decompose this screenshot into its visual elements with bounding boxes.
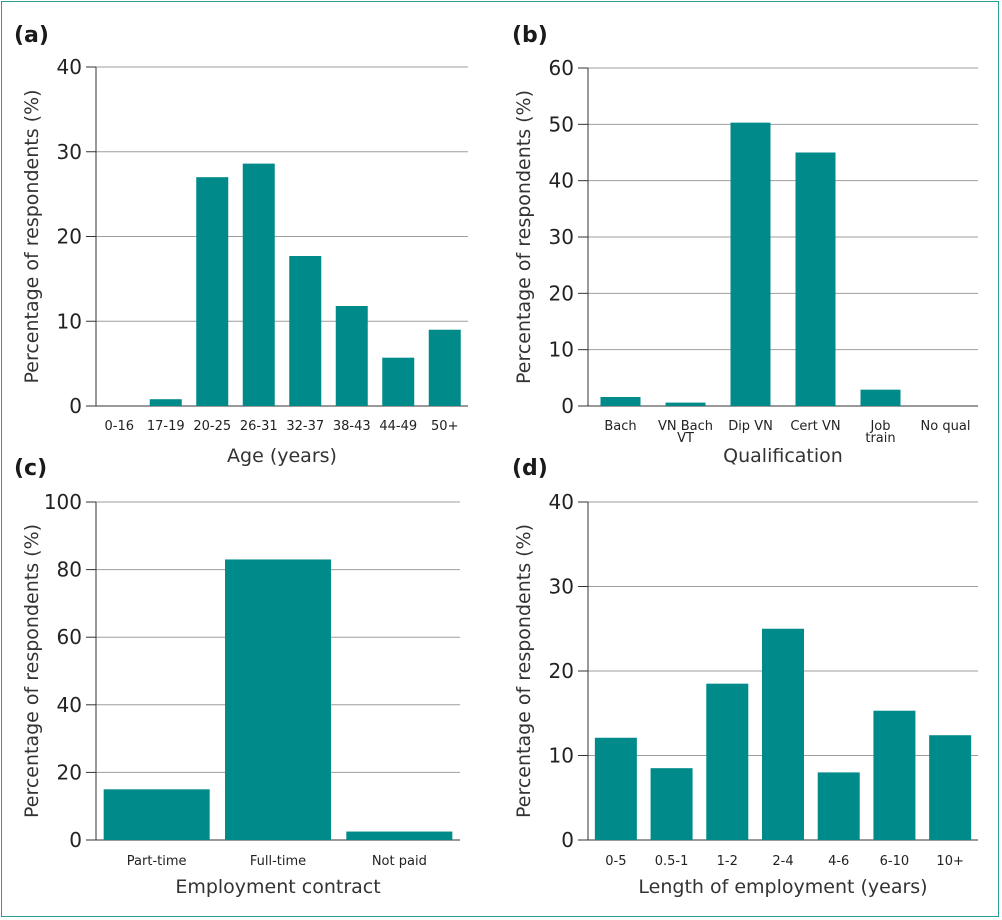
y-tick-label: 20 [549, 659, 574, 683]
panel-label: (a) [14, 23, 49, 48]
x-tick-label: Not paid [372, 854, 427, 869]
y-tick-label: 10 [57, 309, 82, 333]
bar [706, 683, 749, 840]
bar [149, 399, 182, 406]
y-tick-label: 20 [549, 281, 574, 305]
x-tick-label: 50+ [431, 419, 458, 434]
y-axis-title: Percentage of respondents (%) [21, 89, 43, 383]
panel-label: (d) [512, 456, 548, 481]
y-tick-label: 60 [57, 625, 82, 649]
y-tick-label: 40 [549, 490, 574, 514]
y-tick-label: 80 [57, 558, 82, 582]
bar [225, 559, 331, 840]
bar [346, 831, 453, 840]
bar [242, 163, 275, 406]
x-tick-label: No qual [921, 419, 971, 434]
x-tick-label: Dip VN [728, 419, 773, 434]
x-tick-label: 10+ [936, 854, 963, 869]
bar [730, 122, 771, 406]
panel-label: (b) [512, 23, 548, 48]
x-axis-title: Age (years) [227, 445, 337, 467]
y-tick-label: 50 [549, 112, 574, 136]
y-tick-label: 60 [549, 56, 574, 80]
y-tick-label: 10 [549, 338, 574, 362]
x-tick-label: Job train [865, 419, 895, 446]
y-tick-label: 20 [57, 760, 82, 784]
bar [428, 329, 461, 406]
y-tick-label: 10 [549, 744, 574, 768]
x-tick-label: 38-43 [333, 419, 371, 434]
chart-panel-1: (a) 0 10 20 30 40 0-16 17-19 20-25 26-31 32-37 38-4… [14, 23, 468, 467]
x-tick-label: 32-37 [286, 419, 324, 434]
y-tick-label: 20 [57, 225, 82, 249]
x-tick-label: Part-time [127, 854, 187, 869]
bar [817, 772, 860, 840]
chart-panel-3: (c) 0 20 40 60 80 100 Part-time Full-time Not pai… [14, 456, 460, 898]
x-tick-label: Full-time [250, 854, 306, 869]
y-axis-title: Percentage of respondents (%) [513, 90, 535, 384]
bar [382, 357, 415, 406]
x-tick-label: 0.5-1 [655, 854, 689, 869]
x-axis-title: Length of employment (years) [638, 876, 927, 898]
y-tick-label: 30 [549, 225, 574, 249]
bar [665, 402, 706, 406]
x-tick-label: 2-4 [772, 854, 793, 869]
chart-panel-2: (b) 0 10 20 30 40 50 60 Bach VN Bach VT Dip VN Cert … [512, 23, 978, 467]
bar [873, 710, 916, 840]
bar [762, 628, 804, 840]
bar [650, 768, 693, 840]
x-tick-label: 0-16 [104, 419, 134, 434]
x-tick-label: 20-25 [193, 419, 231, 434]
x-tick-label: 1-2 [717, 854, 738, 869]
x-tick-label: Cert VN [790, 419, 840, 434]
bar [289, 255, 322, 406]
y-tick-label: 0 [561, 394, 574, 418]
bar [600, 396, 641, 406]
x-tick-label: 0-5 [605, 854, 626, 869]
x-tick-label: Bach [604, 419, 636, 434]
x-tick-label: 26-31 [240, 419, 278, 434]
y-axis-title: Percentage of respondents (%) [513, 524, 535, 818]
y-tick-label: 0 [69, 828, 82, 852]
y-tick-label: 40 [57, 55, 82, 79]
bar [860, 389, 901, 406]
x-axis-title: Qualification [723, 445, 843, 467]
x-tick-label: 4-6 [828, 854, 849, 869]
bar [335, 305, 368, 406]
panel-label: (c) [14, 456, 47, 481]
x-axis-title: Employment contract [175, 876, 380, 898]
chart-panel-4: (d) 0 10 20 30 40 0-5 0.5-1 1-2 2-4 4-6 6-10 10+ Leng… [512, 456, 978, 898]
bar [103, 789, 210, 840]
y-tick-label: 40 [57, 693, 82, 717]
y-tick-label: 30 [549, 575, 574, 599]
y-axis-title: Percentage of respondents (%) [21, 524, 43, 818]
x-tick-label: 17-19 [147, 419, 185, 434]
bar [929, 735, 972, 840]
y-tick-label: 0 [69, 394, 82, 418]
x-tick-label: 44-49 [379, 419, 417, 434]
bar [795, 152, 836, 406]
bar [196, 177, 229, 406]
bar [594, 737, 637, 840]
x-tick-label: 6-10 [880, 854, 910, 869]
y-tick-label: 30 [57, 140, 82, 164]
y-tick-label: 100 [44, 490, 82, 514]
y-tick-label: 40 [549, 169, 574, 193]
y-tick-label: 0 [561, 828, 574, 852]
x-tick-label: VN Bach VT [658, 419, 713, 446]
